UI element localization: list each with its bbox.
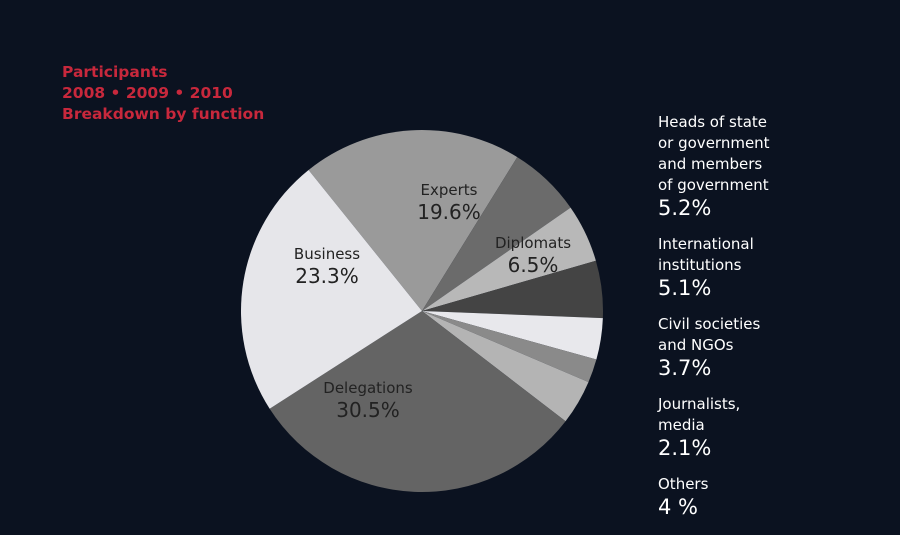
slice-label-business: Business bbox=[294, 245, 360, 263]
legend-label: International institutions bbox=[658, 235, 754, 274]
legend-value: 4 % bbox=[658, 495, 698, 519]
legend-value: 5.1% bbox=[658, 276, 712, 300]
pie-slice-journalists bbox=[422, 311, 597, 383]
slice-label-experts: Experts bbox=[421, 181, 478, 199]
pie-slice-delegations bbox=[269, 311, 566, 493]
chart-subtitle-breakdown: Breakdown by function bbox=[62, 105, 265, 123]
legend-value: 3.7% bbox=[658, 356, 712, 380]
slice-label-diplomats: Diplomats bbox=[495, 234, 571, 252]
legend-label: Others bbox=[658, 475, 709, 493]
chart-title-block: Participants 2008 • 2009 • 2010 Breakdow… bbox=[62, 62, 264, 125]
chart-subtitle-years: 2008 • 2009 • 2010 bbox=[62, 84, 233, 102]
slice-value-experts: 19.6% bbox=[417, 200, 481, 224]
pie-slice-international bbox=[422, 260, 603, 319]
pie-slice-experts bbox=[308, 129, 518, 311]
pie-slice-civil bbox=[422, 311, 603, 360]
legend-entry: Heads of state or government and members… bbox=[658, 112, 770, 220]
slice-value-delegations: 30.5% bbox=[336, 398, 400, 422]
chart-title: Participants bbox=[62, 63, 168, 81]
slice-value-diplomats: 6.5% bbox=[508, 253, 559, 277]
slice-value-business: 23.3% bbox=[295, 264, 359, 288]
legend-entry: International institutions 5.1% bbox=[658, 234, 754, 300]
legend-label: Journalists, media bbox=[658, 395, 741, 434]
legend-entry: Journalists, media 2.1% bbox=[658, 394, 740, 460]
legend-entry: Civil societies and NGOs 3.7% bbox=[658, 314, 760, 380]
slice-label-delegations: Delegations bbox=[323, 379, 413, 397]
legend-label: Heads of state or government and members… bbox=[658, 113, 770, 194]
legend-value: 5.2% bbox=[658, 196, 712, 220]
pie-slice-others bbox=[422, 311, 589, 422]
legend-value: 2.1% bbox=[658, 436, 712, 460]
pie-slice-diplomats bbox=[422, 157, 571, 311]
pie-slice-heads bbox=[422, 207, 596, 311]
legend-label: Civil societies and NGOs bbox=[658, 315, 761, 354]
legend-entry: Others 4 % bbox=[658, 474, 708, 519]
pie-slice-business bbox=[240, 169, 422, 409]
